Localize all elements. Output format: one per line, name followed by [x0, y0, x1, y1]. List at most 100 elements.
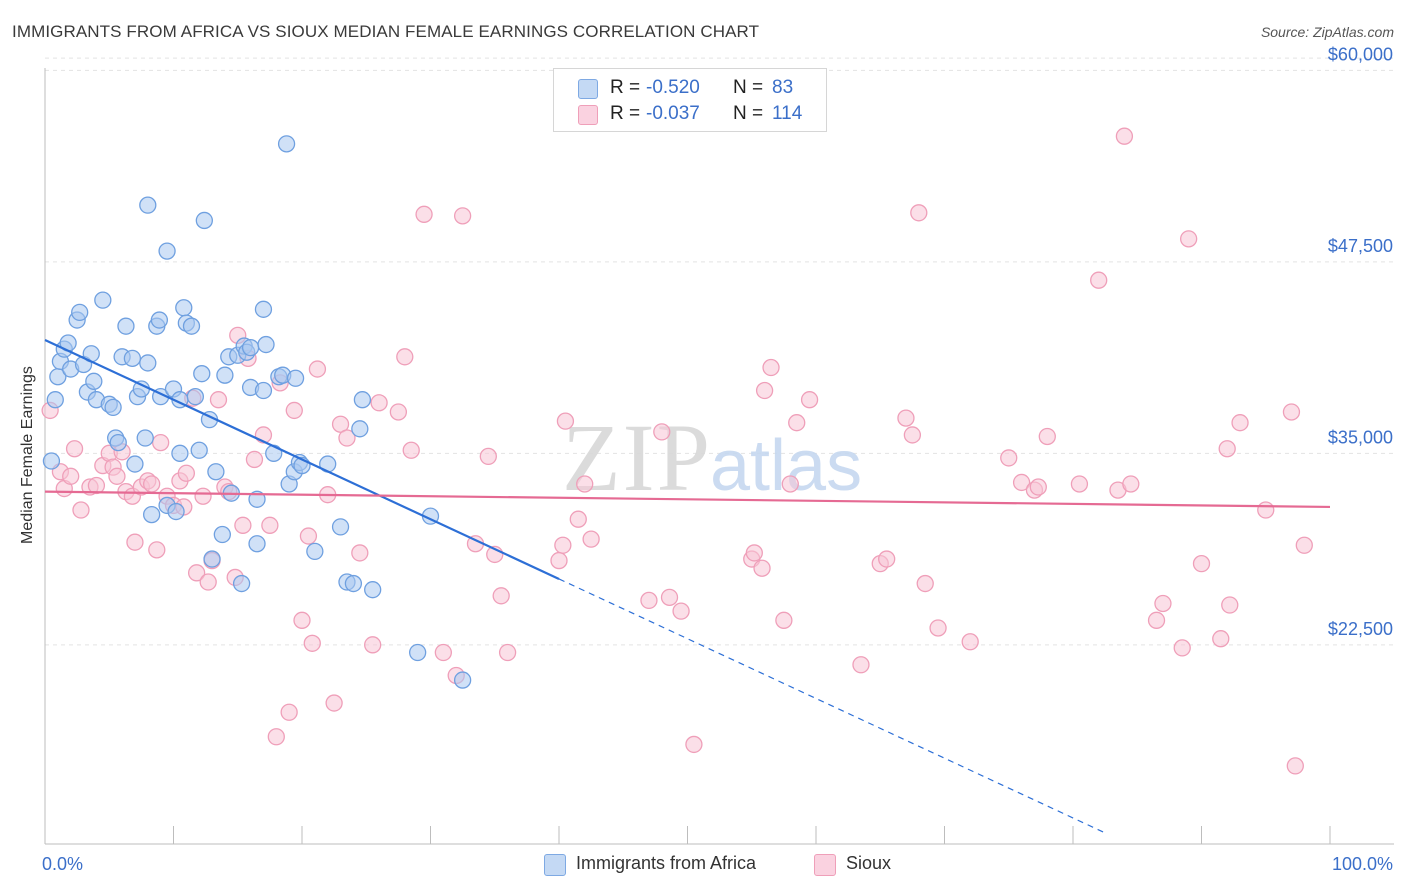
africa-point: [186, 387, 204, 406]
sioux-point: [775, 611, 793, 629]
africa-point: [353, 391, 372, 409]
stats-r-value: -0.037: [646, 103, 700, 124]
watermark-zip: ZIP: [562, 404, 712, 511]
sioux-point: [338, 429, 356, 447]
chart-source: Source: ZipAtlas.com: [1260, 24, 1394, 40]
sioux-point: [753, 559, 771, 577]
africa-point: [167, 502, 185, 521]
sioux-point: [351, 544, 369, 562]
stats-n-label: N =: [733, 77, 764, 98]
sioux-point: [755, 381, 774, 400]
sioux-point: [194, 487, 212, 505]
legend-swatch-africa: [544, 854, 566, 876]
sioux-point: [62, 467, 80, 485]
sioux-point: [685, 735, 703, 754]
sioux-point: [299, 527, 318, 545]
stats-swatch-sioux: [578, 105, 598, 125]
watermark: ZIP atlas: [562, 404, 862, 511]
sioux-point: [1286, 757, 1304, 775]
africa-point: [42, 452, 61, 470]
sioux-point: [961, 633, 979, 651]
sioux-point: [498, 643, 517, 662]
sioux-point: [1070, 475, 1089, 493]
africa-point: [150, 311, 169, 329]
x-tick-label: 0.0%: [42, 854, 83, 874]
sioux-point: [108, 467, 126, 485]
africa-point: [203, 550, 221, 568]
chart-title: IMMIGRANTS FROM AFRICA VS SIOUX MEDIAN F…: [12, 22, 760, 41]
sioux-point: [1090, 271, 1108, 289]
africa-point: [71, 303, 89, 322]
sioux-point: [929, 619, 947, 637]
sioux-point: [1173, 639, 1191, 657]
watermark-atlas: atlas: [710, 426, 862, 506]
sioux-point: [280, 703, 298, 721]
sioux-point: [1218, 440, 1236, 458]
africa-point: [190, 441, 208, 459]
y-tick-label: $35,000: [1328, 427, 1393, 447]
sioux-point: [293, 611, 311, 629]
sioux-point: [1154, 594, 1172, 613]
sioux-point: [745, 544, 763, 562]
sioux-point: [569, 510, 587, 528]
africa-point: [158, 242, 176, 260]
africa-point: [139, 196, 157, 214]
sioux-point: [878, 550, 896, 568]
sioux-point: [1282, 403, 1301, 421]
africa-point: [286, 369, 305, 387]
sioux-point: [1180, 230, 1198, 248]
sioux-point: [653, 423, 671, 441]
africa-point: [364, 581, 382, 599]
africa-point: [117, 317, 135, 335]
sioux-point: [1192, 554, 1211, 573]
africa-point: [126, 455, 144, 473]
sioux-point: [903, 426, 922, 444]
sioux-point: [781, 475, 799, 493]
sioux-point: [897, 409, 915, 427]
africa-point: [104, 398, 122, 417]
tick-labels: $22,500 $35,000 $47,500 $60,000 0.0% 100.0%: [42, 44, 1393, 874]
sioux-point: [415, 205, 433, 223]
stats-swatch-africa: [578, 79, 598, 99]
sioux-point: [1012, 473, 1031, 492]
sioux-point: [910, 204, 928, 222]
africa-point: [136, 429, 154, 447]
sioux-point: [550, 551, 568, 570]
y-tick-label: $47,500: [1328, 236, 1393, 256]
stats-n-value: 83: [772, 77, 794, 98]
africa-point: [277, 135, 296, 153]
sioux-point: [640, 591, 658, 610]
legend-swatch-sioux: [814, 854, 836, 876]
sioux-point: [672, 602, 690, 620]
sioux-point: [479, 447, 497, 466]
sioux-point: [582, 530, 600, 548]
sioux-point: [576, 475, 594, 493]
sioux-point: [1212, 630, 1230, 648]
sioux-point: [1231, 414, 1249, 432]
sioux-point: [245, 450, 264, 469]
trend-line-africa: [44, 338, 560, 580]
africa-point: [139, 354, 157, 372]
sioux-point: [402, 441, 420, 459]
sioux-point: [916, 574, 934, 593]
sioux-point: [325, 694, 343, 712]
legend-label-africa: Immigrants from Africa: [576, 853, 757, 873]
africa-point: [213, 525, 231, 544]
sioux-point: [234, 516, 252, 534]
sioux-point: [762, 358, 780, 377]
africa-point: [344, 574, 363, 593]
sioux-point: [148, 541, 166, 559]
sioux-point: [261, 516, 279, 534]
africa-point: [207, 463, 225, 481]
sioux-point: [492, 587, 510, 605]
africa-point: [85, 372, 103, 390]
trend-line-sioux: [44, 490, 1331, 509]
africa-point: [46, 391, 64, 409]
africa-point: [216, 366, 234, 384]
sioux-point: [396, 348, 414, 366]
sioux-point: [434, 643, 453, 662]
africa-point: [254, 381, 273, 400]
sioux-point: [364, 636, 382, 654]
stats-r-label: R =: [610, 103, 641, 124]
